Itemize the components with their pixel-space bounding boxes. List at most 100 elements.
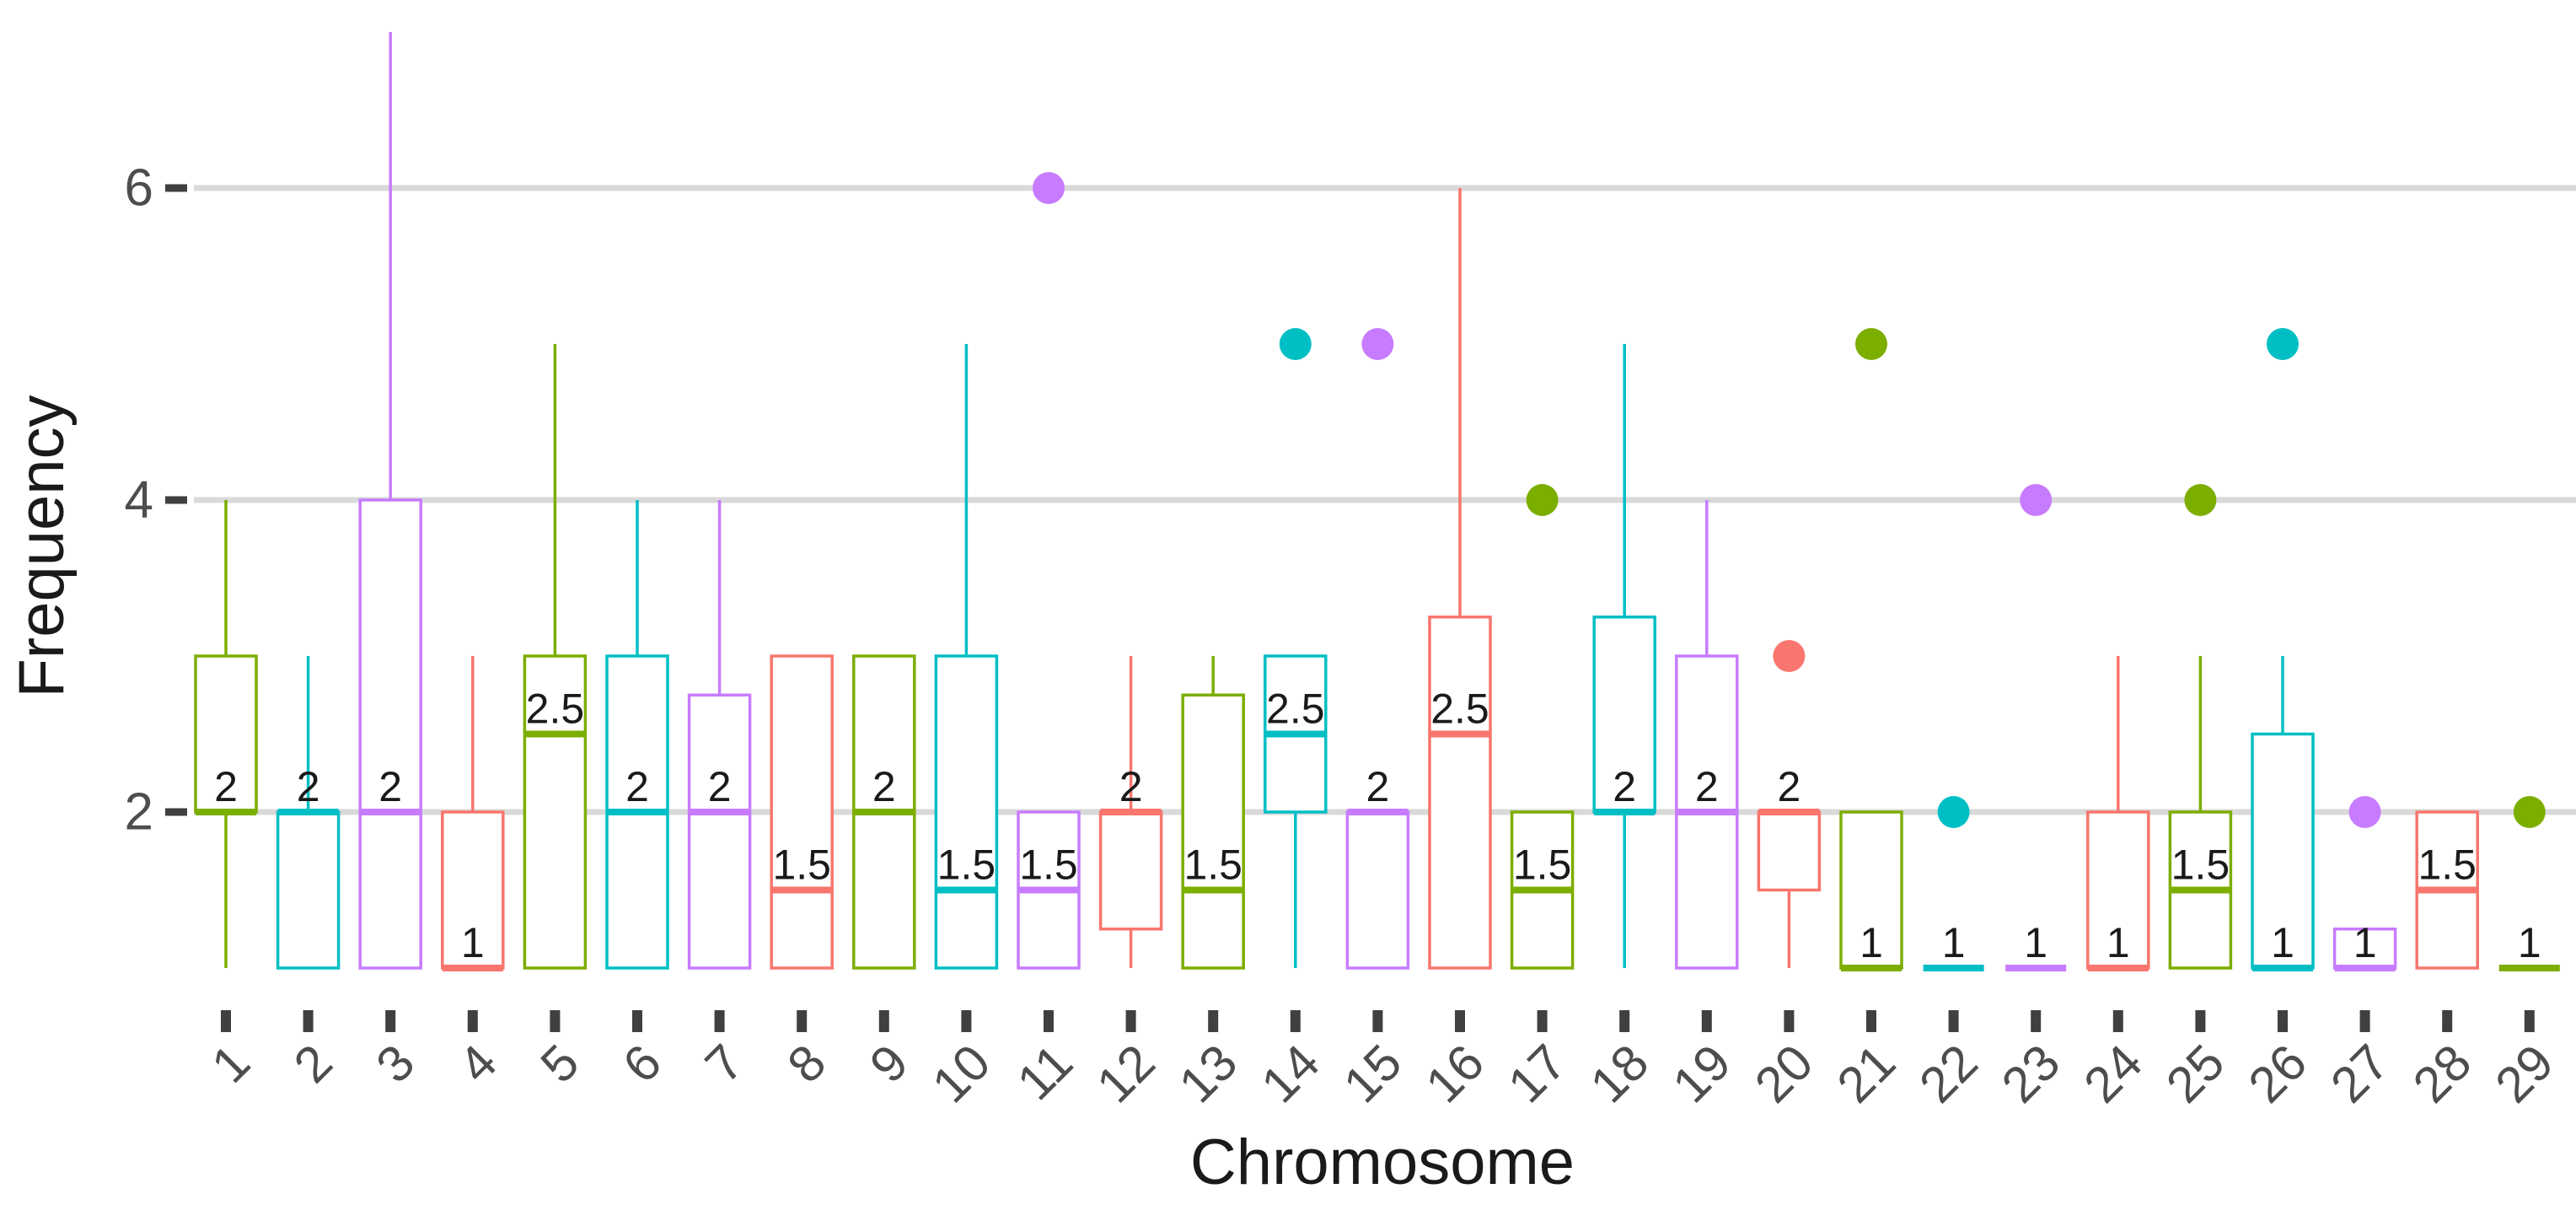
outlier-dot (1855, 328, 1887, 360)
x-tick-label-chr-24: 24 (2073, 1034, 2153, 1114)
gridline-y-6 (194, 185, 2576, 191)
x-tick-chr-19 (1701, 1010, 1712, 1032)
box-body (770, 654, 834, 970)
x-tick-label-chr-23: 23 (1991, 1034, 2071, 1114)
outlier-dot (1279, 328, 1312, 360)
boxplot-chr-7: 2 (687, 500, 752, 970)
x-tick-chr-23 (2031, 1010, 2042, 1032)
median-label: 2 (1695, 763, 1719, 810)
boxplot-chr-23: 1 (2005, 484, 2067, 971)
x-tick-label-chr-18: 18 (1580, 1034, 1660, 1114)
median-label: 2 (297, 763, 320, 810)
median-label: 1 (1860, 919, 1883, 966)
x-tick-chr-7 (714, 1010, 725, 1032)
boxplot-chr-28: 1.5 (2415, 810, 2479, 970)
median-label: 2.5 (526, 686, 585, 733)
x-tick-label-chr-19: 19 (1661, 1034, 1741, 1114)
boxplot-chr-9: 2 (852, 654, 916, 970)
x-tick-chr-13 (1208, 1010, 1219, 1032)
x-tick-label-chr-27: 27 (2320, 1034, 2400, 1114)
box-body (1181, 693, 1245, 970)
x-tick-chr-6 (632, 1010, 642, 1032)
boxplot-chr-20: 2 (1757, 640, 1822, 968)
x-tick-label-chr-15: 15 (1333, 1034, 1413, 1114)
boxplot-chr-6: 2 (605, 500, 669, 970)
x-tick-chr-28 (2442, 1010, 2453, 1032)
y-tick-6 (165, 184, 187, 192)
median-label: 2 (872, 763, 896, 810)
outlier-dot (2267, 328, 2299, 360)
y-axis-title: Frequency (6, 395, 78, 697)
x-tick-label-chr-29: 29 (2484, 1034, 2564, 1114)
median-label: 2 (378, 763, 402, 810)
x-tick-label-chr-9: 9 (859, 1034, 919, 1094)
x-tick-label-chr-3: 3 (365, 1034, 425, 1094)
box-body (934, 654, 999, 970)
x-tick-label-chr-16: 16 (1415, 1034, 1495, 1114)
x-tick-label-chr-21: 21 (1827, 1034, 1907, 1114)
x-tick-chr-26 (2278, 1010, 2288, 1032)
median-label: 2 (1119, 763, 1143, 810)
y-tick-label-6: 6 (125, 159, 153, 218)
x-tick-chr-20 (1784, 1010, 1795, 1032)
box-body (194, 654, 258, 814)
boxplot-chr-18: 2 (1592, 344, 1656, 968)
boxplot-chr-12: 2 (1098, 656, 1163, 968)
box-body (1757, 810, 1822, 892)
median-label: 2 (708, 763, 732, 810)
median-label: 2 (625, 763, 649, 810)
boxplot-chr-17: 1.5 (1510, 484, 1575, 970)
boxplot-chr-19: 2 (1675, 500, 1739, 970)
boxplot-chr-15: 2 (1345, 328, 1410, 970)
x-tick-chr-24 (2112, 1010, 2123, 1032)
outlier-dot (1033, 172, 1065, 204)
boxplot-chr-5: 2.5 (523, 344, 588, 970)
boxplot-chr-25: 1.5 (2168, 484, 2233, 970)
boxplot-chr-24: 1 (2086, 656, 2150, 971)
x-tick-chr-14 (1290, 1010, 1301, 1032)
box-layer: 2 2 212.52 21.521.5 1.521.52.522.51.52 2 21 1 1 1… (194, 32, 2560, 971)
x-tick-chr-15 (1372, 1010, 1383, 1032)
x-tick-chr-27 (2359, 1010, 2370, 1032)
boxplot-chr-2: 2 (276, 656, 341, 970)
x-tick-label-chr-13: 13 (1168, 1034, 1248, 1114)
x-tick-label-chr-20: 20 (1744, 1034, 1824, 1114)
x-tick-label-chr-12: 12 (1086, 1034, 1166, 1114)
x-axis-title: Chromosome (1190, 1127, 1575, 1198)
x-tick-label-chr-22: 22 (1908, 1034, 1988, 1114)
x-tick-label-chr-2: 2 (283, 1034, 343, 1094)
median-label: 1.5 (2171, 842, 2230, 889)
y-tick-label-2: 2 (125, 783, 153, 842)
x-tick-label-chr-8: 8 (776, 1034, 836, 1094)
x-tick-label-chr-26: 26 (2238, 1034, 2318, 1114)
box-body (1428, 616, 1492, 970)
outlier-dot (2020, 484, 2053, 516)
median-label: 1.5 (1183, 842, 1242, 889)
x-tick-chr-25 (2195, 1010, 2206, 1032)
boxplot-chr-3: 2 (358, 32, 422, 970)
x-tick-chr-5 (550, 1010, 561, 1032)
outlier-dot (1361, 328, 1394, 360)
box-body (2332, 928, 2397, 970)
median-label: 1.5 (2418, 842, 2477, 889)
median-label: 2.5 (1266, 686, 1325, 733)
median-label: 1 (2271, 919, 2294, 966)
x-tick-chr-2 (303, 1010, 314, 1032)
outlier-dot (1937, 796, 1970, 828)
x-tick-chr-18 (1619, 1010, 1630, 1032)
x-tick-chr-11 (1044, 1010, 1054, 1032)
box-body (687, 693, 752, 970)
x-tick-label-chr-14: 14 (1250, 1034, 1330, 1114)
x-tick-chr-16 (1455, 1010, 1465, 1032)
boxplot-chr-8: 1.5 (770, 654, 834, 970)
x-tick-chr-8 (797, 1010, 808, 1032)
x-tick-chr-22 (1948, 1010, 1959, 1032)
boxplot-chr-29: 1 (2498, 796, 2560, 971)
outlier-dot (1773, 640, 1806, 672)
x-tick-label-chr-7: 7 (695, 1034, 754, 1094)
x-tick-label-chr-1: 1 (201, 1034, 260, 1094)
median-label: 1 (1942, 919, 1966, 966)
x-tick-chr-4 (467, 1010, 478, 1032)
boxplot-chr-4: 1 (441, 656, 505, 971)
